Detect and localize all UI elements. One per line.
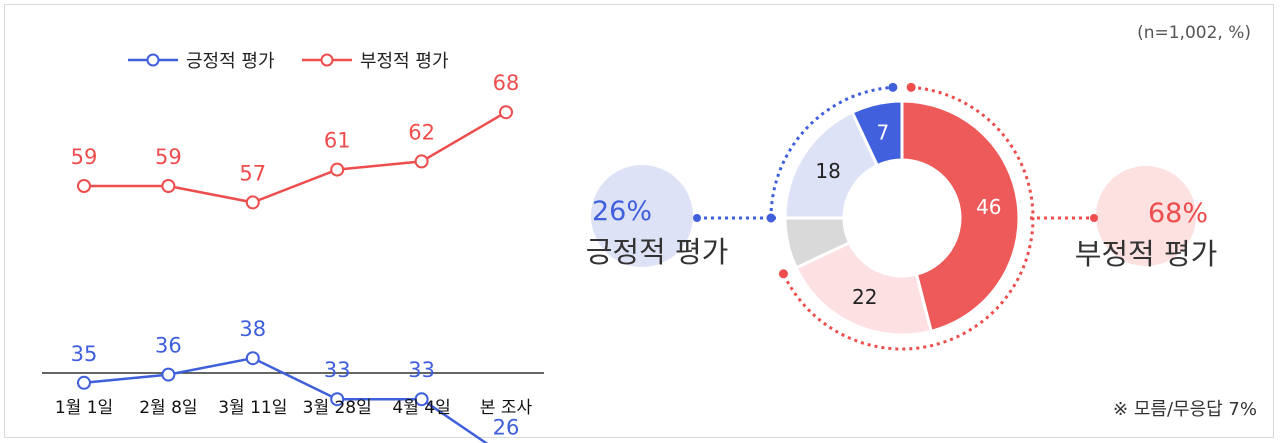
slice-label: 7 xyxy=(877,121,890,145)
data-label: 38 xyxy=(239,317,266,341)
data-label: 59 xyxy=(155,145,182,169)
data-label: 57 xyxy=(239,161,266,185)
data-label: 35 xyxy=(71,342,98,366)
negative-callout-label: 부정적 평가 xyxy=(1075,237,1218,271)
legend-marker-1 xyxy=(320,53,334,67)
data-label: 68 xyxy=(493,71,520,95)
data-label: 33 xyxy=(408,358,435,382)
line-chart: 긍정적 평가 부정적 평가 35 36 38 33 33 26 59 59 57 61 62 68 1월… xyxy=(42,51,544,443)
negative-arc-end-dot xyxy=(778,269,788,279)
negative-callout-bubble xyxy=(1096,166,1196,266)
data-label: 33 xyxy=(324,358,351,382)
positive-leader-dot xyxy=(693,214,701,222)
legend-marker-0 xyxy=(146,53,160,67)
legend: 긍정적 평가 부정적 평가 xyxy=(128,51,449,72)
footnote: ※ 모름/무응답 7% xyxy=(1113,399,1257,420)
slice-label: 18 xyxy=(815,159,840,183)
x-tick-label: 1월 1일 xyxy=(55,398,113,418)
sample-note: (n=1,002, %) xyxy=(1137,23,1251,43)
positive-arc-start-dot xyxy=(888,82,898,92)
positive-callout-label: 긍정적 평가 xyxy=(586,235,729,269)
data-label: 62 xyxy=(408,120,435,144)
negative-dotted-arc xyxy=(782,85,1035,351)
slice-label: 22 xyxy=(852,285,877,309)
data-point xyxy=(499,105,513,120)
positive-dotted-arc xyxy=(769,85,893,219)
x-tick-label: 2월 8일 xyxy=(139,398,197,418)
data-point xyxy=(245,195,260,210)
data-point xyxy=(330,162,345,177)
donut-slices: 46 22 18 7 xyxy=(783,99,1021,337)
negative-arc-start-dot xyxy=(906,82,916,92)
negative-leader-dot xyxy=(1090,214,1098,222)
x-tick-label: 3월 11일 xyxy=(218,398,287,418)
data-point xyxy=(245,351,260,366)
legend-label-1: 부정적 평가 xyxy=(360,51,449,72)
donut-slice xyxy=(900,99,1021,334)
donut-slice xyxy=(850,99,904,168)
positive-callout-percent: 26% xyxy=(592,196,652,227)
data-point xyxy=(161,179,176,193)
line-series-group: 35 36 38 33 33 26 59 59 57 61 62 68 xyxy=(71,71,520,443)
x-tick-labels: 1월 1일 2월 8일 3월 11일 3월 28일 4월 4일 본 조사 xyxy=(55,398,533,418)
x-tick-label: 3월 28일 xyxy=(303,398,372,418)
x-tick-label: 본 조사 xyxy=(480,398,533,418)
x-tick-label: 4월 4일 xyxy=(392,398,450,418)
positive-arc-end-dot xyxy=(766,213,776,223)
data-label: 36 xyxy=(155,334,182,358)
slice-label: 46 xyxy=(976,195,1001,219)
series-line-0 xyxy=(83,356,489,443)
data-point xyxy=(414,154,429,169)
positive-callout-bubble xyxy=(591,165,693,267)
data-label: 59 xyxy=(71,145,98,169)
data-label: 61 xyxy=(324,129,351,153)
data-point xyxy=(77,179,91,193)
donut-chart: 46 22 18 7 26% 긍정적 평가 68% 부정적 평가 xyxy=(586,82,1218,351)
legend-label-0: 긍정적 평가 xyxy=(186,51,275,72)
data-point xyxy=(77,375,91,390)
data-point xyxy=(330,392,345,407)
donut-decorations xyxy=(591,82,1196,351)
data-point xyxy=(161,367,176,382)
negative-callout-percent: 68% xyxy=(1148,198,1208,229)
data-label: 26 xyxy=(493,416,520,440)
series-line-1 xyxy=(84,111,507,204)
data-point xyxy=(414,392,429,407)
donut-slice xyxy=(794,240,933,337)
